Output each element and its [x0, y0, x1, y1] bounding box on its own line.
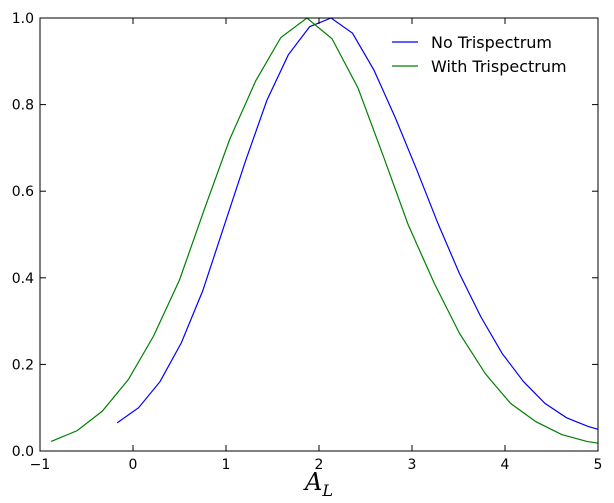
- series-lines: [50, 17, 599, 444]
- axis-ticks: −1 0 1 2 3 4 5 0.0 0.2 0.4 0.6 0.8 1.0: [12, 11, 603, 473]
- x-tick-label: −1: [30, 457, 51, 473]
- y-tick-label: 0.0: [12, 444, 34, 460]
- x-axis-label-main: A: [303, 468, 322, 496]
- y-tick-label: 0.4: [12, 271, 34, 287]
- series-line-1: [50, 17, 599, 444]
- x-tick-label: 0: [129, 457, 138, 473]
- y-tick-label: 0.2: [12, 357, 34, 373]
- x-axis-label-subscript: L: [321, 481, 333, 499]
- legend: No Trispectrum With Trispectrum: [392, 33, 567, 76]
- y-tick-label: 1.0: [12, 11, 34, 27]
- x-tick-label: 2: [315, 457, 324, 473]
- x-tick-label: 4: [501, 457, 510, 473]
- x-tick-label: 3: [408, 457, 417, 473]
- x-axis-label: AL: [303, 468, 333, 499]
- x-tick-label: 1: [222, 457, 231, 473]
- legend-label-0: No Trispectrum: [431, 33, 552, 52]
- y-tick-label: 0.6: [12, 184, 34, 200]
- x-tick-label: 5: [594, 457, 603, 473]
- y-tick-label: 0.8: [12, 98, 34, 114]
- legend-label-1: With Trispectrum: [431, 57, 567, 76]
- series-line-0: [116, 17, 599, 430]
